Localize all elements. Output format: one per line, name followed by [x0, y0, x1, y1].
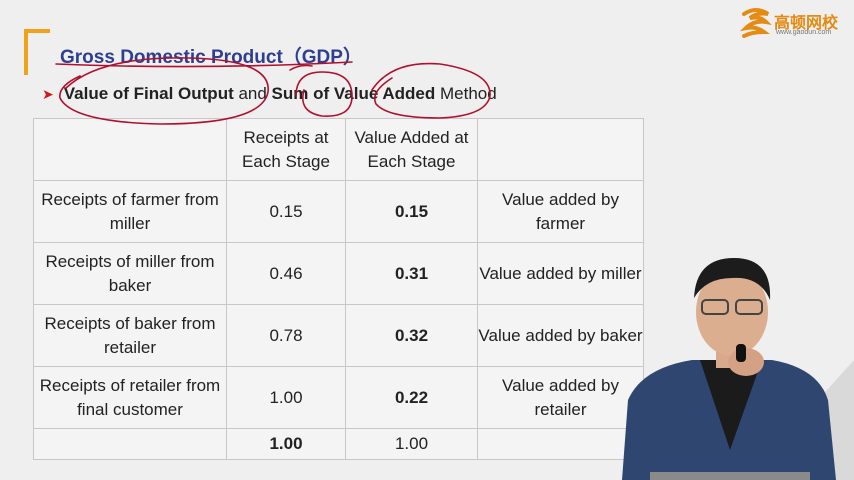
glasses-left — [701, 299, 729, 315]
table-row: Receipts of retailer from final customer… — [33, 366, 644, 429]
table-row: Receipts of miller from baker 0.46 0.31 … — [33, 242, 644, 305]
logo-name: 高顿网校 — [774, 15, 839, 32]
value-added-cell: 0.22 — [345, 366, 478, 429]
table-row: Receipts of farmer from miller 0.15 0.15… — [33, 180, 644, 243]
desk-edge — [650, 472, 810, 480]
note-cell: Value added by farmer — [477, 180, 644, 243]
receipt-cell: 1.00 — [226, 366, 346, 429]
table-total-row: 1.00 1.00 — [33, 428, 644, 460]
row-label: Receipts of baker from retailer — [33, 304, 227, 367]
microphone — [736, 344, 746, 362]
note-cell: Value added by retailer — [477, 366, 644, 429]
table-header-row: Receipts at Each Stage Value Added at Ea… — [33, 118, 644, 181]
gaodun-logo: 高顿网校 www.gaodun.com — [740, 6, 844, 40]
note-cell: Value added by miller — [477, 242, 644, 305]
note-cell: Value added by baker — [477, 304, 644, 367]
row-label: Receipts of farmer from miller — [33, 180, 227, 243]
glasses-right — [735, 299, 763, 315]
slide-title: Gross Domestic Product（GDP） — [60, 47, 362, 68]
shirt — [700, 360, 762, 450]
total-note-cell — [477, 428, 644, 460]
presenter-figure — [622, 258, 854, 480]
header-cell — [33, 118, 227, 181]
value-added-cell: 0.32 — [345, 304, 478, 367]
subtitle-and: and — [233, 84, 272, 103]
total-receipt-cell: 1.00 — [226, 428, 346, 460]
value-added-table: Receipts at Each Stage Value Added at Ea… — [33, 118, 644, 460]
table-row: Receipts of baker from retailer 0.78 0.3… — [33, 304, 644, 367]
header-cell: Receipts at Each Stage — [226, 118, 346, 181]
receipt-cell: 0.15 — [226, 180, 346, 243]
subtitle-method: Method — [435, 84, 497, 103]
row-label: Receipts of miller from baker — [33, 242, 227, 305]
header-cell: Value Added at Each Stage — [345, 118, 478, 181]
face — [696, 268, 768, 356]
subtitle-value-added: Sum of Value Added — [271, 84, 436, 103]
bullet-arrow-icon: ➤ — [42, 86, 54, 102]
row-label: Receipts of retailer from final customer — [33, 366, 227, 429]
hair — [694, 258, 771, 300]
total-value-added-cell: 1.00 — [345, 428, 478, 460]
logo-swirl-icon — [740, 8, 772, 38]
header-cell — [477, 118, 644, 181]
total-label — [33, 428, 227, 460]
receipt-cell: 0.78 — [226, 304, 346, 367]
method-subtitle: ➤ Value of Final Output and Sum of Value … — [42, 84, 497, 104]
title-bracket — [24, 29, 50, 75]
logo-url: www.gaodun.com — [776, 29, 832, 36]
subtitle-final-output: Value of Final Output — [63, 84, 234, 103]
value-added-cell: 0.31 — [345, 242, 478, 305]
value-added-cell: 0.15 — [345, 180, 478, 243]
receipt-cell: 0.46 — [226, 242, 346, 305]
